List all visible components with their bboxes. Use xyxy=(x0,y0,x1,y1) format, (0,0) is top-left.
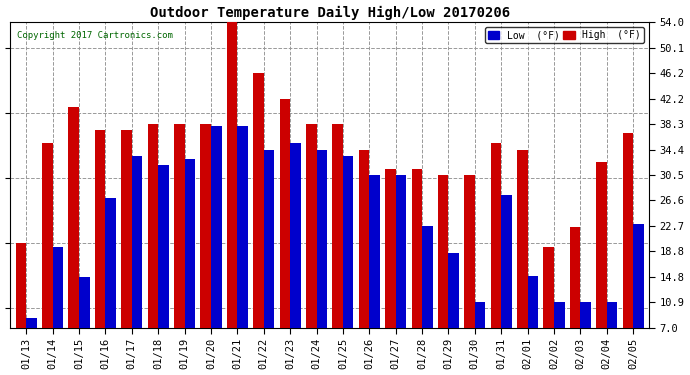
Bar xyxy=(132,156,142,328)
Bar xyxy=(448,253,459,328)
Bar xyxy=(422,226,433,328)
Bar xyxy=(544,246,554,328)
Bar xyxy=(580,302,591,328)
Bar xyxy=(16,243,26,328)
Bar xyxy=(264,150,275,328)
Bar xyxy=(633,224,644,328)
Bar xyxy=(79,277,90,328)
Bar xyxy=(607,302,618,328)
Bar xyxy=(475,302,486,328)
Bar xyxy=(200,124,211,328)
Bar xyxy=(491,142,501,328)
Legend: Low  (°F), High  (°F): Low (°F), High (°F) xyxy=(485,27,644,43)
Bar xyxy=(596,162,607,328)
Bar xyxy=(106,198,116,328)
Bar xyxy=(42,142,52,328)
Bar xyxy=(158,165,169,328)
Bar xyxy=(343,156,353,328)
Bar xyxy=(95,129,106,328)
Bar xyxy=(52,246,63,328)
Bar xyxy=(464,175,475,328)
Bar xyxy=(121,129,132,328)
Bar xyxy=(501,195,512,328)
Bar xyxy=(622,133,633,328)
Bar xyxy=(174,124,185,328)
Bar xyxy=(359,150,369,328)
Bar xyxy=(333,124,343,328)
Bar xyxy=(306,124,317,328)
Bar xyxy=(411,168,422,328)
Bar xyxy=(554,302,564,328)
Bar xyxy=(211,126,221,328)
Bar xyxy=(385,168,395,328)
Title: Outdoor Temperature Daily High/Low 20170206: Outdoor Temperature Daily High/Low 20170… xyxy=(150,6,510,20)
Bar xyxy=(395,175,406,328)
Bar xyxy=(227,22,237,328)
Bar xyxy=(253,73,264,328)
Bar xyxy=(317,150,327,328)
Bar xyxy=(528,276,538,328)
Text: Copyright 2017 Cartronics.com: Copyright 2017 Cartronics.com xyxy=(17,32,172,40)
Bar xyxy=(290,142,301,328)
Bar xyxy=(279,99,290,328)
Bar xyxy=(68,107,79,328)
Bar xyxy=(438,175,449,328)
Bar xyxy=(570,227,580,328)
Bar xyxy=(148,124,158,328)
Bar xyxy=(185,159,195,328)
Bar xyxy=(26,318,37,328)
Bar xyxy=(237,126,248,328)
Bar xyxy=(517,150,528,328)
Bar xyxy=(369,175,380,328)
